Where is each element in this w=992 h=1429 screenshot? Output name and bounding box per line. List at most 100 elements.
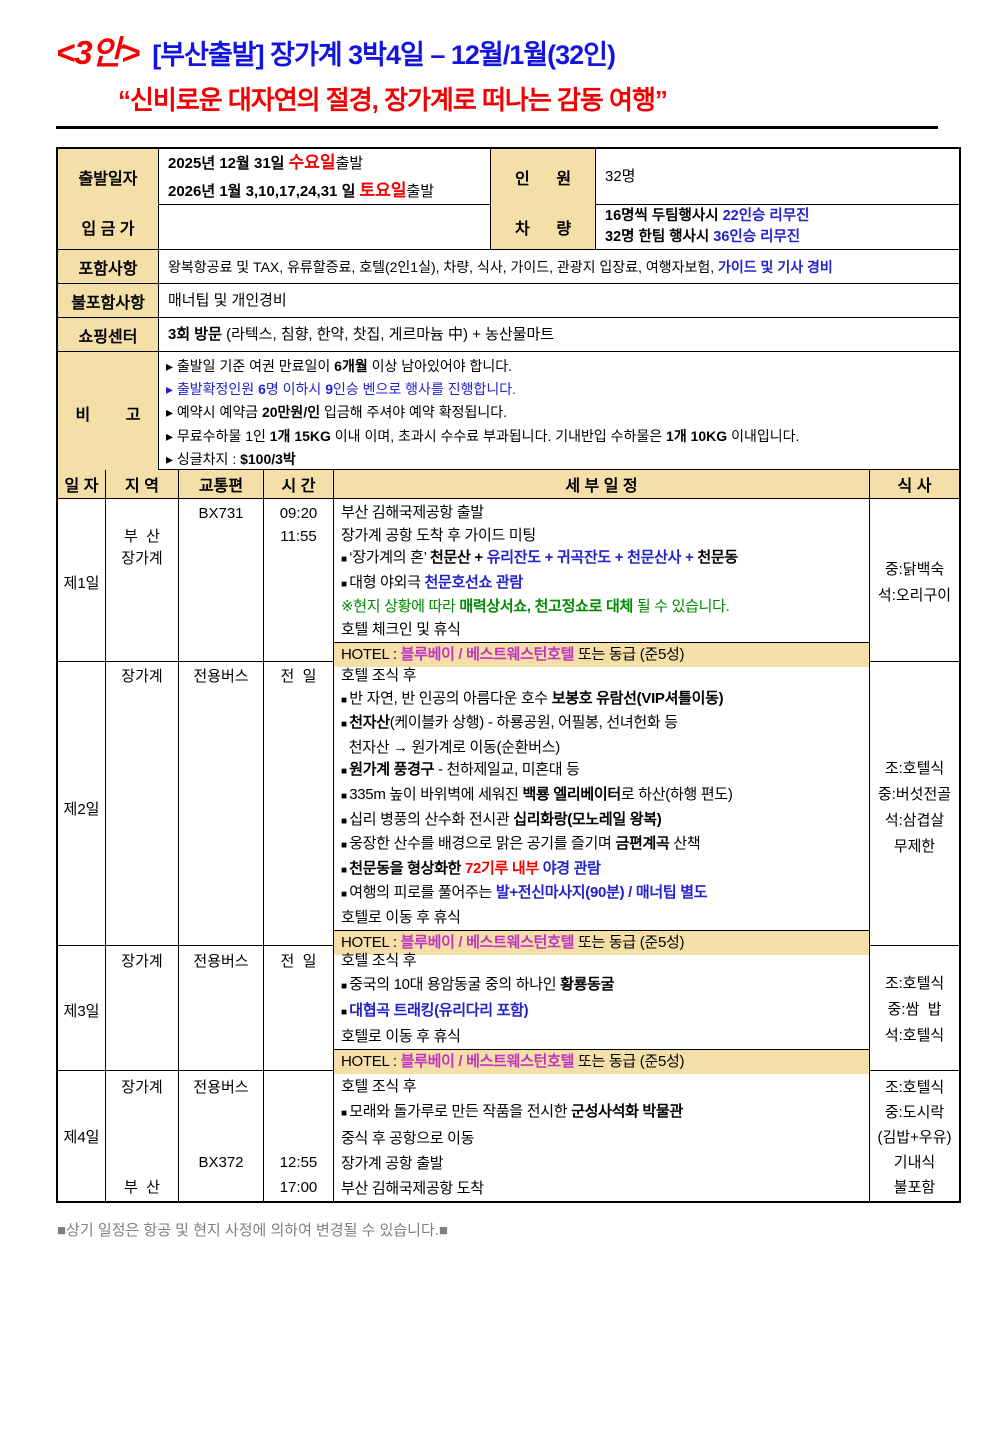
text-segment: 여행의 피로를 풀어주는 [349, 884, 496, 902]
header-region: 지 역 [106, 470, 179, 498]
day-row-4: 제4일 장가계 부 산 전용버스 BX372 12:55 17:00 호텔 조식 … [58, 1071, 959, 1201]
excluded-text: 매너팁 및 개인경비 [168, 291, 959, 311]
detail-line: ■ 원가계 풍경구 - 천하제일교, 미혼대 등 [334, 759, 869, 784]
meals-cell: 조:호텔식 중:쌈 밥 석:호텔식 [870, 946, 959, 1074]
cell-line: 부 산 [124, 527, 160, 545]
detail-line: 장가계 공항 출발 [334, 1151, 869, 1176]
detail-line: 장가계 공항 도착 후 가이드 미팅 [334, 525, 869, 548]
details-cell: 호텔 조식 후 ■ 반 자연, 반 인공의 아름다운 호수 보봉호 유람선(VIP… [334, 662, 870, 955]
cell-line: BX372 [198, 1154, 244, 1171]
notes-label: 비 고 [58, 352, 159, 475]
cell-line: 전용버스 [193, 668, 249, 685]
cell-line: 전용버스 [193, 953, 249, 970]
text-segment: 금편계곡 [615, 835, 670, 853]
meals-cell: 조:호텔식 중:버섯전골 석:삼겹살 무제한 [870, 662, 959, 955]
vehicle-line-1: 16명씩 두팀행사시 22인승 리무진 [605, 206, 959, 227]
detail-line: 호텔 체크인 및 휴식 [334, 619, 869, 642]
detail-line: 호텔 조식 후 [334, 1074, 869, 1099]
detail-line: ■ 천자산(케이블카 상행) - 하룡공원, 어필봉, 선녀헌화 등 [334, 712, 869, 737]
text-segment: + [540, 549, 557, 567]
text-segment: 매력상서쇼, 천고정쇼로 대체 [459, 598, 633, 616]
vehicle-label: 차 량 [491, 205, 596, 249]
title-line-1: <3안> [부산출발] 장가계 3박4일 – 12월/1월(32인) [56, 26, 938, 74]
text-segment: ▸ 무료수하물 1인 [166, 427, 270, 444]
text-segment: 또는 동급 (준5성) [574, 1053, 685, 1070]
time-cell: 전 일 [264, 946, 334, 1074]
excluded-value: 매너팁 및 개인경비 [159, 284, 959, 317]
footer-note: ■상기 일정은 항공 및 현지 사정에 의하여 변경될 수 있습니다.■ [57, 1222, 448, 1239]
detail-line: ■ 335m 높이 바위벽에 세워진 백룡 엘리베이터로 하산(하행 편도) [334, 784, 869, 809]
note-line: ▸ 출발확정인원 6명 이하시 9인승 벤으로 행사를 진행합니다. [166, 378, 959, 401]
detail-line: ■ 대형 야외극 천문호선쇼 관람 [334, 572, 869, 597]
hotel-info-line: HOTEL : 블루베이 / 베스트웨스턴호텔 또는 동급 (준5성) [334, 641, 869, 667]
detail-line: ■ 반 자연, 반 인공의 아름다운 호수 보봉호 유람선(VIP셔틀이동) [334, 688, 869, 713]
text-segment: 원가계 풍경구 [349, 761, 435, 779]
header-meals: 식 사 [870, 470, 959, 498]
cell-line: (김밥+우유) [877, 1129, 952, 1146]
text-segment: ※현지 상황에 따라 [341, 598, 460, 616]
text-segment: 이내입니다. [727, 427, 800, 444]
text-segment: 왕복항공료 및 TAX, 유류할증료, 호텔(2인1실), 차량, 식사, 가이… [168, 258, 719, 275]
detail-line: 호텔 조식 후 [334, 665, 869, 688]
text-segment: ■ [341, 815, 350, 827]
text-segment: 보봉호 유람선(VIP셔틀이동) [551, 689, 724, 707]
text-segment: 또는 동급 (준5성) [574, 645, 685, 663]
region-cell: 장가계 부 산 [106, 1071, 179, 1201]
detail-line: 부산 김해국제공항 출발 [334, 502, 869, 525]
transport-cell: 전용버스 BX372 [179, 1071, 264, 1201]
details-cell: 호텔 조식 후 ■ 중국의 10대 용암동굴 중의 하나인 황룡동굴 ■ 대협곡 트… [334, 946, 870, 1074]
cell-line: 무제한 [893, 838, 936, 856]
text-segment: 6개월 [334, 358, 368, 374]
text-segment: 천문호선쇼 관람 [424, 573, 523, 591]
text-segment: 블루베이 / 베스트웨스턴호텔 [400, 1053, 575, 1070]
text-segment: - 천하제일교, 미혼대 등 [434, 761, 580, 779]
detail-line: 호텔 조식 후 [334, 949, 869, 973]
cell-line: 중:버섯전골 [877, 786, 952, 804]
text-segment: ■ [341, 864, 350, 876]
text-segment: 될 수 있습니다. [632, 598, 730, 616]
text-segment: 중국의 10대 용암동굴 중의 하나인 [349, 976, 561, 993]
text-segment: 출발 [335, 155, 364, 172]
cell-line: 전용버스 [193, 1079, 249, 1096]
detail-line: ■ 중국의 10대 용암동굴 중의 하나인 황룡동굴 [334, 973, 869, 999]
hotel-info-line: HOTEL : 블루베이 / 베스트웨스턴호텔 또는 동급 (준5성) [334, 1049, 869, 1074]
departure-date-label: 출발일자 [58, 149, 159, 205]
cell-line [219, 1100, 223, 1125]
text-segment: 블루베이 / 베스트웨스턴호텔 [400, 645, 575, 663]
cell-line [296, 1125, 300, 1150]
notes-value: ▸ 출발일 기준 여권 만료일이 6개월 이상 남아있어야 합니다. ▸ 출발확… [159, 352, 959, 474]
text-segment: ‘장가계의 혼’ [349, 549, 430, 567]
text-segment: 발+전신마사지(90분) / 매너팁 별도 [495, 884, 708, 902]
detail-line: 호텔로 이동 후 휴식 [334, 1025, 869, 1049]
day-number-cell: 제1일 [58, 499, 106, 667]
shopping-label: 쇼핑센터 [58, 318, 159, 351]
info-row-excluded: 불포함사항 매너팁 및 개인경비 [58, 284, 959, 318]
text-segment: 호텔 조식 후 [341, 952, 417, 969]
text-segment: ■ [341, 790, 350, 802]
text-segment: 십리 병풍의 산수화 전시관 [349, 810, 514, 828]
text-segment: ■ [341, 719, 350, 731]
day-row-3: 제3일 장가계 전용버스 전 일 호텔 조식 후 ■ 중국의 10대 용암동굴 중… [58, 946, 959, 1074]
day-row-1: 제1일 부 산 장가계 BX731 09:20 11:55 부산 김해국제공항 출발… [58, 499, 959, 667]
text-segment: 호텔로 이동 후 휴식 [341, 1028, 461, 1045]
text-segment: 부산 김해국제공항 도착 [341, 1180, 484, 1197]
cell-line: 석:오리구이 [877, 586, 952, 604]
text-segment: 천문산사 [627, 549, 682, 567]
cell-line: 중:닭백숙 [884, 560, 945, 578]
cell-line [140, 1100, 144, 1125]
detail-line: ■ 천문동을 형상화한 72기루 내부 야경 관람 [334, 858, 869, 883]
text-segment: 가이드 및 기사 경비 [718, 258, 833, 275]
text-segment: ■ [341, 1108, 350, 1119]
cell-line: 중:도시락 [884, 1104, 945, 1121]
note-line: ▸ 예약시 예약금 20만원/인 입금해 주셔야 예약 확정됩니다. [166, 401, 959, 424]
text-segment: HOTEL : [341, 1053, 401, 1070]
text-segment: ■ [341, 766, 350, 778]
text-segment: 반 자연, 반 인공의 아름다운 호수 [349, 689, 552, 707]
text-segment: 호텔 조식 후 [341, 1078, 417, 1095]
text-segment: 인승 벤으로 행사를 진행합니다. [333, 381, 516, 398]
text-segment: 야경 관람 [542, 859, 601, 877]
text-segment: ■ [341, 554, 350, 566]
transport-cell: 전용버스 [179, 946, 264, 1074]
text-segment: 매너팁 및 개인경비 [168, 291, 287, 309]
